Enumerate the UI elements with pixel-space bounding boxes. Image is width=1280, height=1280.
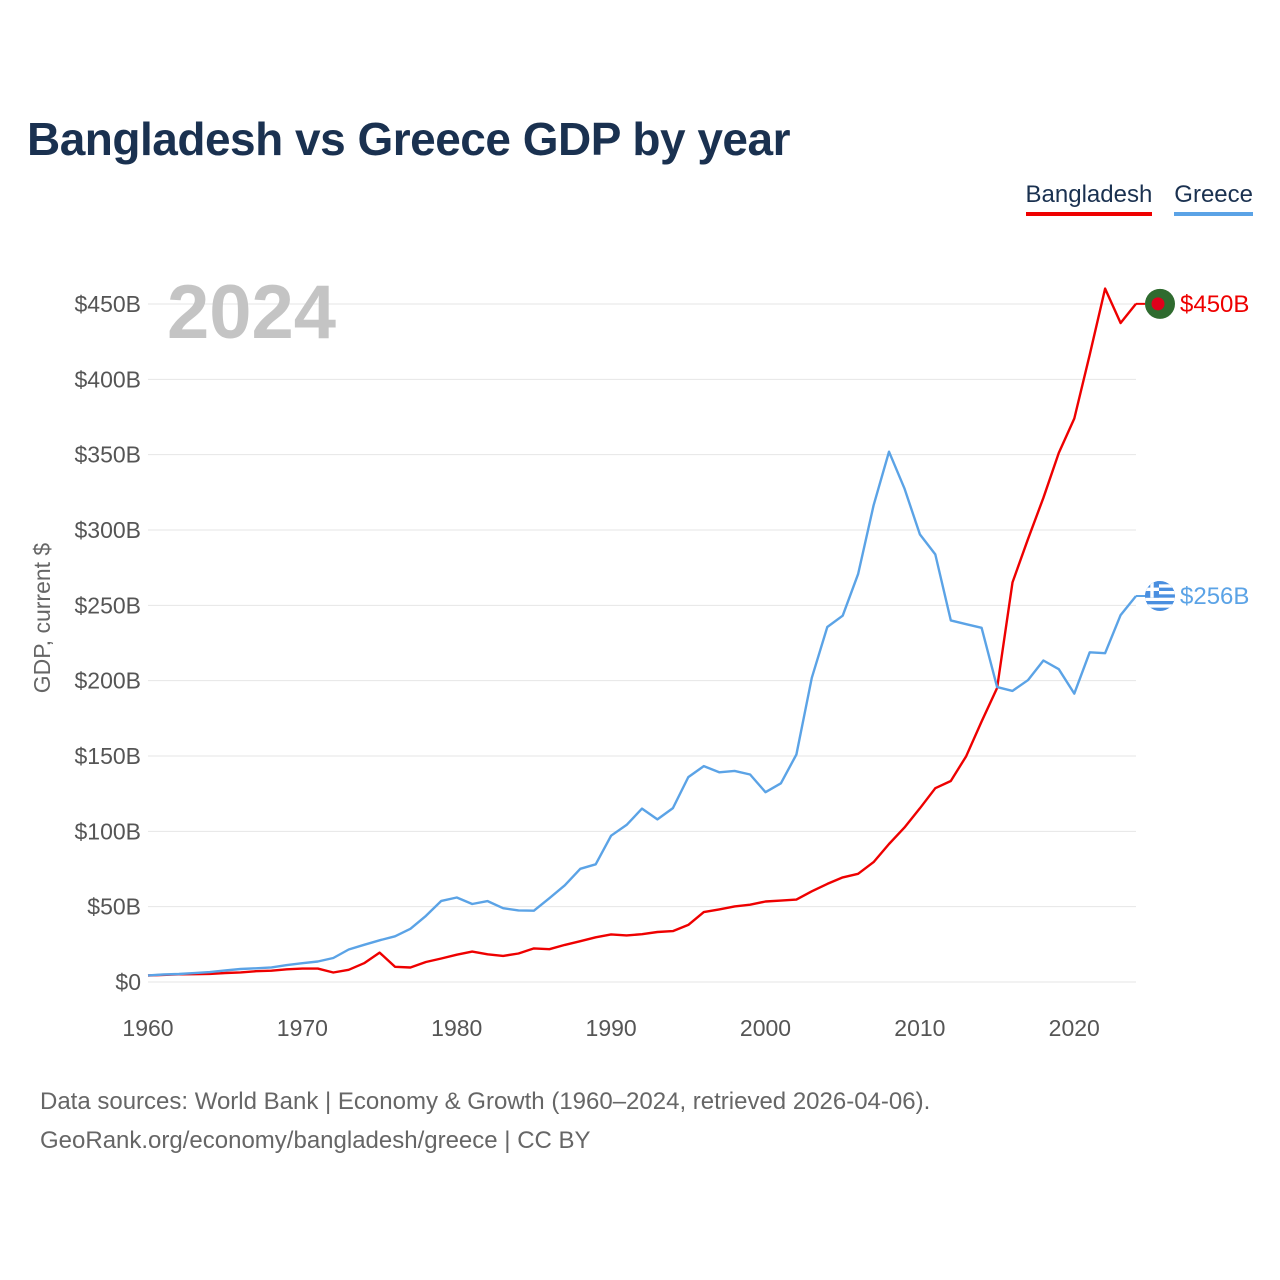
x-axis-ticks: 1960 1970 1980 1990 2000 2010 2020 (122, 1015, 1099, 1041)
data-sources-text: Data sources: World Bank | Economy & Gro… (40, 1088, 931, 1115)
y-tick-label: $100B (74, 818, 141, 844)
y-tick-label: $400B (74, 366, 141, 392)
x-tick-label: 1980 (431, 1015, 482, 1041)
legend: Bangladesh Greece (1025, 180, 1253, 216)
y-tick-label: $200B (74, 668, 141, 694)
y-tick-label: $0 (115, 969, 141, 995)
series-end-markers: $450B $256B (1136, 288, 1249, 611)
flag-stripe (1145, 590, 1175, 595)
y-tick-label: $50B (87, 894, 141, 920)
y-axis-ticks: $0 $50B $100B $150B $200B $250B $300B $350B $400… (74, 291, 141, 995)
year-watermark: 2024 (167, 270, 336, 355)
x-tick-label: 2010 (894, 1015, 945, 1041)
x-tick-label: 1960 (122, 1015, 173, 1041)
flag-stripe (1145, 584, 1175, 588)
y-tick-label: $300B (74, 517, 141, 543)
x-tick-label: 1990 (586, 1015, 637, 1041)
y-tick-label: $450B (74, 291, 141, 317)
flag-stripe (1145, 604, 1175, 608)
flag-cross-h (1145, 587, 1159, 591)
x-tick-label: 1970 (277, 1015, 328, 1041)
chart-title: Bangladesh vs Greece GDP by year (27, 113, 791, 165)
y-tick-label: $250B (74, 592, 141, 618)
y-tick-label: $350B (74, 442, 141, 468)
series-lines (147, 287, 1137, 977)
legend-item-bangladesh[interactable]: Bangladesh (1025, 180, 1153, 216)
y-axis-label: GDP, current $ (29, 543, 55, 694)
bangladesh-flag-icon (1145, 288, 1175, 319)
y-tick-label: $150B (74, 743, 141, 769)
legend-item-greece[interactable]: Greece (1174, 180, 1253, 216)
series-line-greece[interactable] (147, 450, 1137, 977)
greece-flag-icon (1145, 580, 1175, 611)
source-link-text: GeoRank.org/economy/bangladesh/greece | … (40, 1127, 591, 1154)
flag-disc (1151, 297, 1165, 311)
end-value-label-bangladesh: $450B (1180, 291, 1249, 318)
footer: Data sources: World Bank | Economy & Gro… (40, 1082, 930, 1160)
flag-stripe (1145, 597, 1175, 601)
gridlines (148, 303, 1136, 983)
series-line-bangladesh[interactable] (147, 287, 1137, 977)
x-tick-label: 2020 (1049, 1015, 1100, 1041)
end-value-label-greece: $256B (1180, 583, 1249, 610)
x-tick-label: 2000 (740, 1015, 791, 1041)
